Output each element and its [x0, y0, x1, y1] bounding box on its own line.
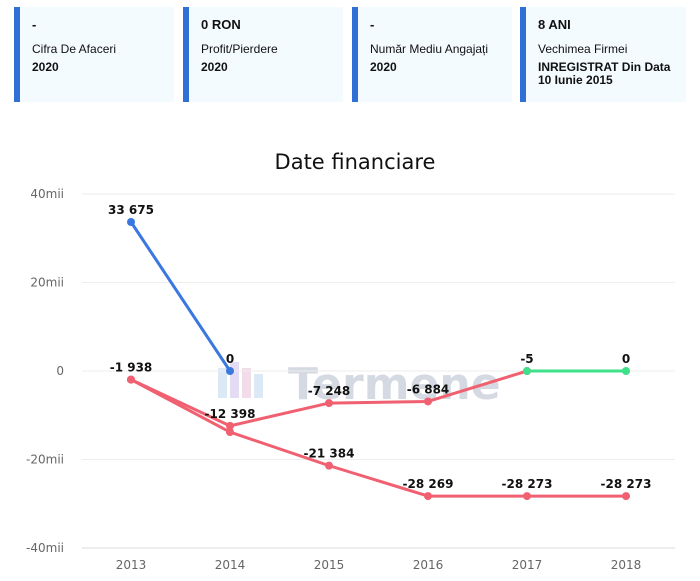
data-point: [127, 375, 135, 384]
card-sub: INREGISTRAT Din Data 10 Iunie 2015: [538, 60, 671, 87]
x-tick-label: 2014: [215, 558, 246, 572]
y-tick-label: -40mii: [26, 541, 64, 555]
data-point: [523, 367, 531, 376]
data-point: [226, 367, 234, 375]
data-point: [325, 461, 333, 470]
data-label: -12 398: [205, 407, 256, 421]
data-label: -28 273: [502, 477, 553, 491]
series-points: [127, 217, 630, 501]
data-point: [424, 492, 432, 501]
card-label: Cifra De Afaceri: [32, 42, 117, 56]
data-point: [424, 397, 432, 406]
financial-chart: Date financiare Termene 40mii20mii0-20mi…: [26, 150, 675, 572]
y-tick-label: -20mii: [26, 453, 64, 467]
series-line: [129, 220, 232, 373]
data-label: 0: [622, 352, 630, 366]
x-axis: 2013 2014 2015 2016 2017 2018: [82, 547, 675, 572]
data-label: -1 938: [110, 361, 153, 375]
x-tick-label: 2018: [611, 558, 642, 572]
data-label: -7 248: [308, 384, 351, 398]
card-value: 8 ANI: [538, 17, 571, 32]
data-point: [523, 492, 531, 501]
data-label: -6 884: [407, 382, 450, 396]
x-tick-label: 2017: [512, 558, 543, 572]
card-label: Vechimea Firmei: [538, 42, 628, 56]
y-tick-label: 0: [56, 364, 64, 378]
chart-title: Date financiare: [275, 150, 436, 174]
data-label: -28 273: [601, 477, 652, 491]
card-value: 0 RON: [201, 17, 241, 32]
y-tick-label: 40mii: [30, 187, 64, 201]
card-profit-pierdere: 0 RON Profit/Pierdere 2020: [183, 7, 343, 102]
data-label: -21 384: [304, 447, 355, 461]
data-point: [226, 428, 234, 437]
card-sub: 2020: [32, 60, 59, 74]
data-label: 0: [226, 352, 234, 366]
data-point: [325, 399, 333, 408]
card-label: Număr Mediu Angajați: [370, 42, 489, 56]
series-line: [129, 378, 628, 498]
data-label: 33 675: [108, 203, 154, 217]
data-label: -5: [520, 352, 533, 366]
data-point: [622, 367, 630, 375]
card-sub: 2020: [370, 60, 397, 74]
card-value: -: [32, 17, 37, 32]
watermark-logo-icon: [218, 362, 263, 398]
card-value: -: [370, 17, 375, 32]
x-tick-label: 2015: [314, 558, 345, 572]
data-labels: 33 675 0 -1 938 -12 398 -7 248 -6 884 -5 0 -21 3…: [108, 203, 651, 491]
y-axis: 40mii 20mii 0 -20mii -40mii: [26, 187, 64, 555]
card-label: Profit/Pierdere: [201, 42, 278, 56]
card-vechime-firma: 8 ANI Vechimea Firmei INREGISTRAT Din Da…: [520, 7, 686, 102]
x-tick-label: 2016: [413, 558, 444, 572]
data-point: [226, 421, 234, 430]
card-sub: 2020: [201, 60, 228, 74]
y-tick-label: 20mii: [30, 276, 64, 290]
card-cifra-afaceri: - Cifra De Afaceri 2020: [14, 7, 174, 102]
data-point: [622, 492, 630, 501]
data-point: [127, 217, 135, 226]
x-tick-label: 2013: [116, 558, 147, 572]
data-label: -28 269: [403, 477, 454, 491]
card-numar-angajati: - Număr Mediu Angajați 2020: [352, 7, 512, 102]
grid: [82, 193, 675, 460]
